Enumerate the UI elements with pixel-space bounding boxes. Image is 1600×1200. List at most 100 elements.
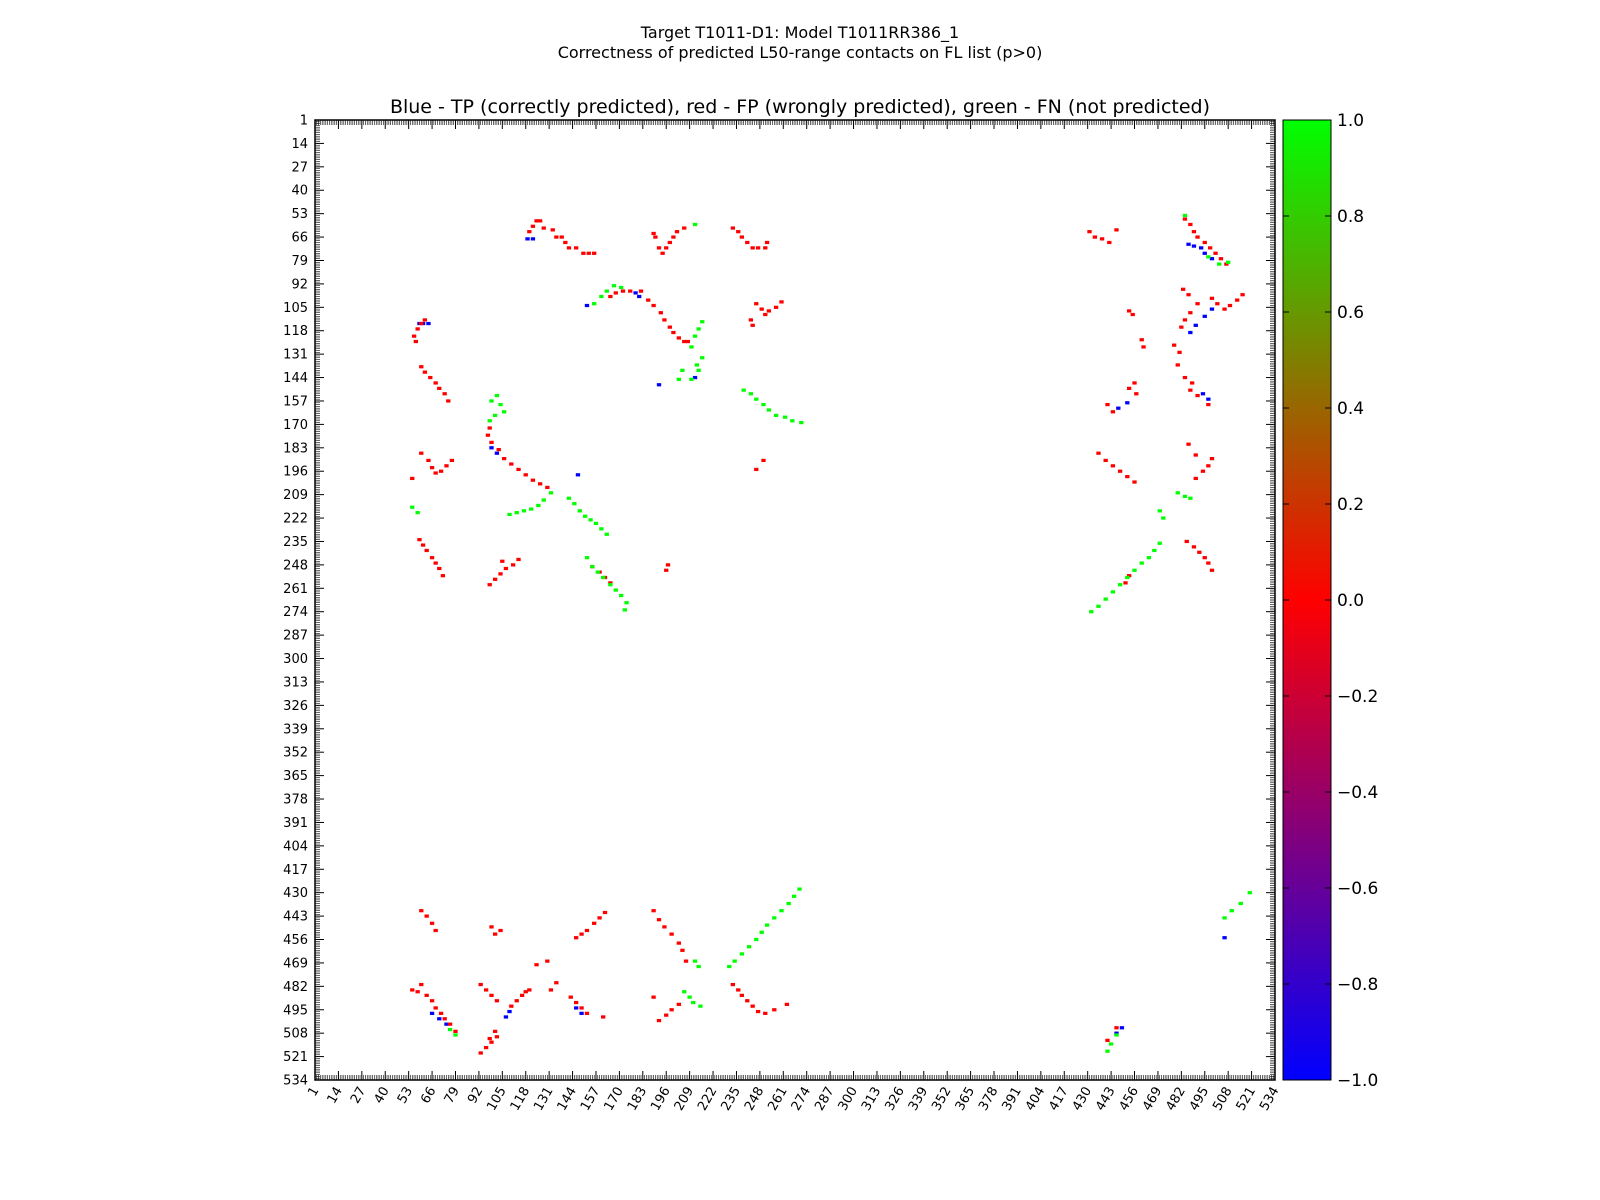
x-tick-label: 534 <box>1257 1085 1282 1114</box>
x-tick-label: 365 <box>953 1085 978 1114</box>
y-tick-label: 352 <box>283 746 308 761</box>
fp-point <box>671 235 676 239</box>
x-tick-label: 274 <box>789 1085 814 1114</box>
fp-point <box>676 336 681 340</box>
x-tick-label: 495 <box>1187 1085 1212 1114</box>
fp-point <box>1107 240 1112 245</box>
colorbar-tick-label: 1.0 <box>1337 111 1364 131</box>
tp-point <box>494 451 500 455</box>
fn-point <box>1226 260 1231 264</box>
fp-point <box>447 1022 453 1026</box>
fp-point <box>1206 561 1211 565</box>
tp-point <box>429 1011 435 1015</box>
fp-point <box>419 321 424 326</box>
fn-point <box>754 937 759 942</box>
fn-point <box>1188 496 1193 500</box>
fn-point <box>782 415 788 419</box>
fp-point <box>433 561 438 565</box>
fp-point <box>492 932 498 936</box>
fp-point <box>483 1045 489 1050</box>
fp-point <box>1202 240 1207 245</box>
fn-point <box>624 601 629 605</box>
x-tick-label: 27 <box>348 1085 369 1107</box>
tp-point <box>444 1022 449 1026</box>
fp-point <box>411 334 417 338</box>
fp-point <box>545 959 550 963</box>
y-tick-label: 92 <box>291 277 308 292</box>
fp-point <box>485 433 491 437</box>
fn-point <box>779 909 784 913</box>
fp-point <box>487 426 492 430</box>
y-tick-label: 157 <box>283 394 308 409</box>
fp-point <box>759 307 764 311</box>
fp-point <box>1209 296 1215 300</box>
fp-point <box>554 235 559 239</box>
fp-point <box>537 482 543 486</box>
fn-point <box>698 1004 703 1008</box>
tp-point <box>503 1015 509 1019</box>
fp-point <box>1188 311 1193 315</box>
fp-point <box>426 458 431 463</box>
y-tick-label: 430 <box>283 886 308 901</box>
fp-point <box>730 982 736 987</box>
fp-point <box>541 226 546 230</box>
fn-point <box>691 1000 696 1005</box>
tp-point <box>1222 936 1227 940</box>
y-tick-label: 27 <box>291 160 308 175</box>
fn-point <box>566 496 572 500</box>
tp-point <box>584 303 590 308</box>
fp-point <box>1184 539 1189 544</box>
fp-point <box>671 330 676 335</box>
fn-point <box>696 964 701 969</box>
fp-point <box>682 339 687 344</box>
tp-point <box>633 291 638 295</box>
fn-point <box>604 289 609 293</box>
fp-point <box>1200 469 1206 473</box>
fn-point <box>791 894 797 898</box>
fn-point <box>1132 568 1137 572</box>
y-tick-label: 183 <box>283 441 308 456</box>
fp-point <box>772 1008 777 1012</box>
fp-point <box>523 473 528 477</box>
tp-point <box>1125 401 1130 405</box>
fp-point <box>651 909 656 913</box>
tp-point <box>1206 397 1211 401</box>
fn-point <box>766 408 772 412</box>
fn-point <box>727 964 732 969</box>
plot-area <box>315 120 1275 1080</box>
colorbar-tick-label: −0.6 <box>1337 879 1378 899</box>
tp-point <box>507 1009 512 1014</box>
fn-point <box>453 1033 458 1037</box>
fn-point <box>1182 494 1188 499</box>
figure-title-line2: Correctness of predicted L50-range conta… <box>558 43 1043 62</box>
fp-point <box>1096 451 1101 455</box>
fp-point <box>674 230 680 234</box>
fp-point <box>755 246 761 250</box>
fn-point <box>1206 255 1211 259</box>
y-tick-label: 495 <box>283 1003 308 1018</box>
fp-point <box>417 538 422 542</box>
x-tick-labels: 1 14 27 40 53 66 79 921051181311441571701831962… <box>305 1085 1282 1114</box>
fp-point <box>559 235 564 239</box>
fp-point <box>1193 476 1198 481</box>
fn-point <box>498 402 503 407</box>
fn-point <box>754 397 759 401</box>
fp-point <box>608 294 613 299</box>
fn-point <box>739 952 745 956</box>
fp-point <box>478 982 483 987</box>
x-tick-label: 248 <box>742 1085 767 1114</box>
fp-point <box>1175 363 1180 367</box>
x-tick-label: 300 <box>836 1085 861 1114</box>
fp-point <box>548 988 554 992</box>
fp-point <box>736 230 741 234</box>
fn-point <box>548 491 554 495</box>
major-ticks <box>314 119 1276 1081</box>
y-tick-label: 170 <box>283 418 308 433</box>
fp-point <box>500 559 505 563</box>
y-tick-label: 222 <box>283 512 308 527</box>
colorbar-tick-label: −1.0 <box>1337 1071 1378 1091</box>
x-tick-label: 157 <box>578 1085 603 1114</box>
fn-point <box>689 377 694 381</box>
fp-point <box>489 925 494 929</box>
